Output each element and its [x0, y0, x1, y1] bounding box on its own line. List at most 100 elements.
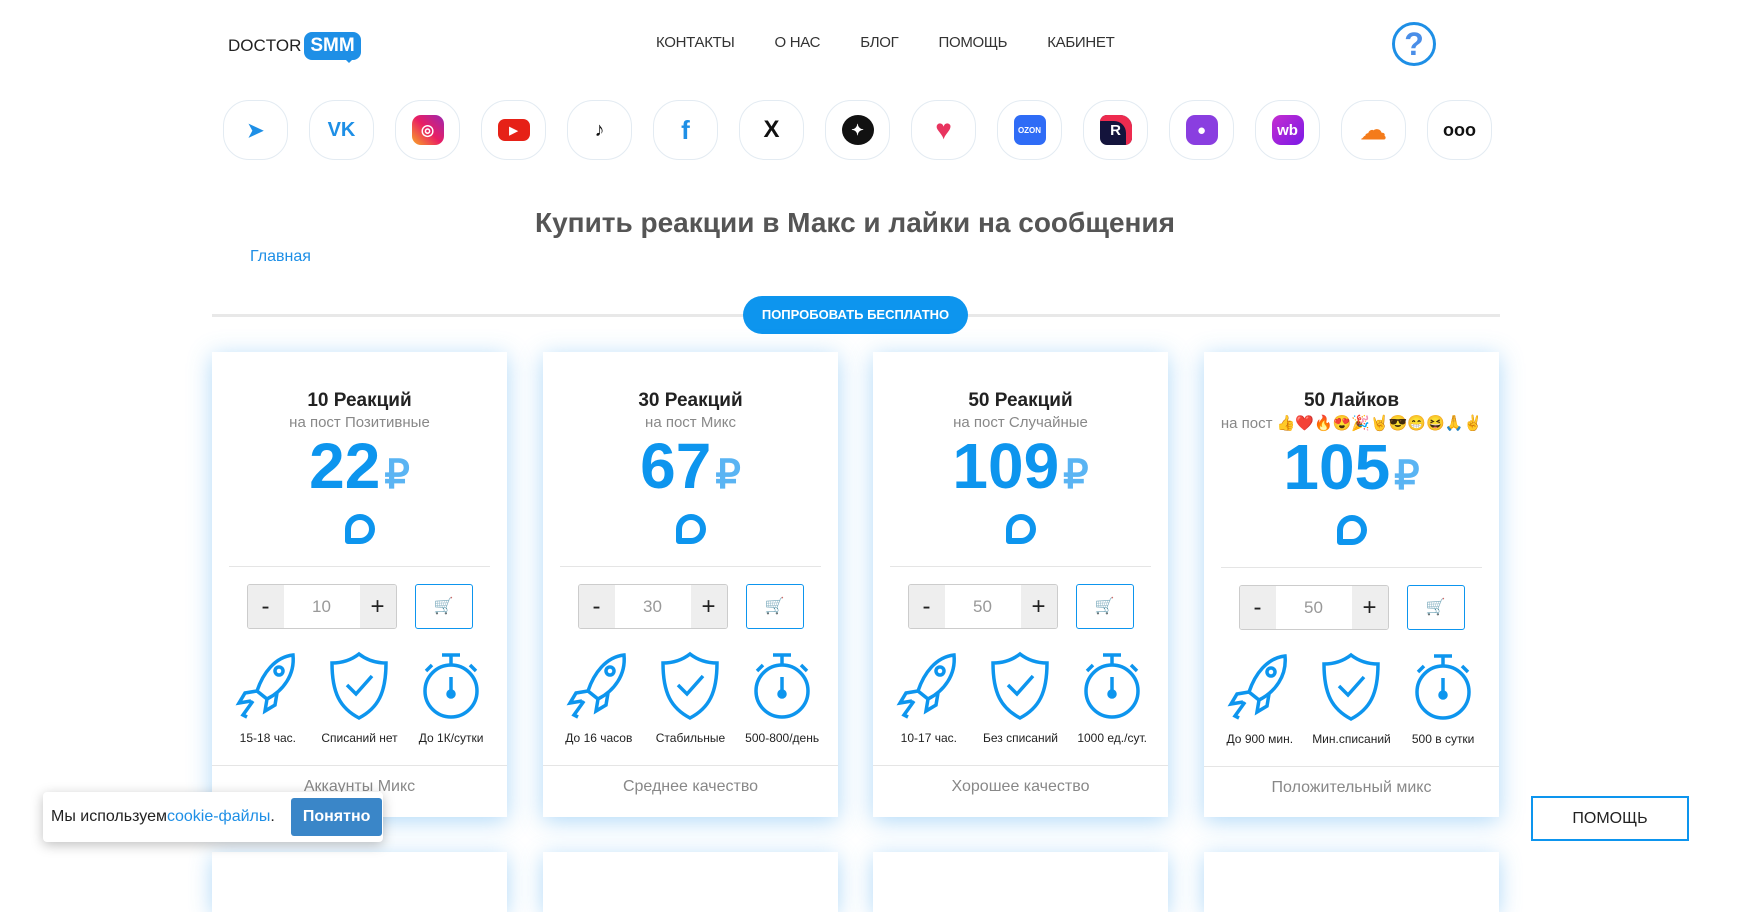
- currency: ₽: [1394, 454, 1420, 498]
- order-row: - 50 + 🛒: [873, 584, 1168, 629]
- feature: 1000 ед./сут.: [1067, 651, 1157, 745]
- shield-check-icon: [1306, 652, 1396, 722]
- max-messenger-icon: [675, 514, 706, 544]
- nav-about[interactable]: О НАС: [774, 34, 821, 51]
- youtube-icon[interactable]: ▶: [481, 100, 546, 160]
- quantity-input[interactable]: 50: [1304, 598, 1323, 617]
- more-icon[interactable]: ooo: [1427, 100, 1492, 160]
- feature: 10-17 час.: [884, 651, 974, 745]
- quantity-input[interactable]: 10: [312, 597, 331, 616]
- nav-help[interactable]: ПОМОЩЬ: [938, 34, 1008, 51]
- rutube-icon[interactable]: R: [1083, 100, 1148, 160]
- shield-check-icon: [645, 651, 735, 721]
- cookie-accept-button[interactable]: Понятно: [290, 798, 383, 836]
- card-title: 50 Реакций: [968, 390, 1073, 411]
- rocket-icon: [554, 651, 644, 721]
- feature-label: Стабильные: [655, 731, 726, 745]
- dzen-icon[interactable]: ✦: [825, 100, 890, 160]
- cookie-dot: .: [270, 808, 275, 825]
- soundcloud-icon[interactable]: ☁: [1341, 100, 1406, 160]
- feature: Без списаний: [975, 651, 1065, 745]
- card-price: 67 ₽: [543, 433, 838, 508]
- feature: До 1К/сутки: [406, 651, 496, 745]
- telegram-icon[interactable]: ➤: [223, 100, 288, 160]
- feature-label: Без списаний: [982, 731, 1058, 745]
- card-footer: Аккаунты Микс: [303, 778, 416, 795]
- ozon-icon[interactable]: OZON: [997, 100, 1062, 160]
- feature-label: До 1К/сутки: [418, 731, 484, 745]
- divider: [890, 566, 1151, 567]
- feature-label: 500 в сутки: [1411, 732, 1475, 746]
- cookie-banner: Мы используем cookie-файлы. Понятно: [43, 792, 383, 842]
- stopwatch-icon: [1067, 651, 1157, 721]
- logo[interactable]: DOCTOR SMM: [228, 32, 361, 63]
- page-title: Купить реакции в Макс и лайки на сообщен…: [535, 207, 1175, 238]
- feature-label: До 900 мин.: [1226, 732, 1294, 746]
- decrease-button[interactable]: -: [578, 585, 615, 628]
- decrease-button[interactable]: -: [247, 585, 284, 628]
- price-value: 67: [640, 430, 712, 502]
- nav-cabinet[interactable]: КАБИНЕТ: [1047, 34, 1115, 51]
- currency: ₽: [715, 453, 741, 497]
- features: 10-17 час. Без списаний 1000 ед./сут.: [873, 651, 1168, 745]
- shield-check-icon: [975, 651, 1065, 721]
- order-row: - 50 + 🛒: [1204, 585, 1499, 630]
- stopwatch-icon: [737, 651, 827, 721]
- pricing-card: 50 Реакций на пост Случайные 109 ₽ - 50 +…: [873, 352, 1168, 817]
- card-placeholder: [543, 852, 838, 912]
- quantity-input[interactable]: 30: [643, 597, 662, 616]
- social-networks: ➤ VK ◎ ▶ ♪ f X ✦ ♥ OZON R ● wb ☁ ooo: [223, 100, 1492, 160]
- logo-text: DOCTOR: [228, 36, 302, 55]
- pricing-card: 30 Реакций на пост Микс 67 ₽ - 30 + 🛒 До …: [543, 352, 838, 817]
- shield-check-icon: [314, 651, 404, 721]
- likee-icon[interactable]: ♥: [911, 100, 976, 160]
- increase-button[interactable]: +: [1351, 586, 1388, 629]
- increase-button[interactable]: +: [1020, 585, 1057, 628]
- vk-icon[interactable]: VK: [309, 100, 374, 160]
- quantity-input[interactable]: 50: [973, 597, 992, 616]
- try-free-button[interactable]: ПОПРОБОВАТЬ БЕСПЛАТНО: [743, 296, 968, 334]
- cookie-text: Мы используем: [51, 808, 167, 825]
- feature-label: Мин.списаний: [1312, 732, 1391, 746]
- feature: До 16 часов: [554, 651, 644, 745]
- breadcrumb-home[interactable]: Главная: [250, 248, 311, 265]
- add-to-cart-button[interactable]: 🛒: [745, 584, 804, 629]
- instagram-icon[interactable]: ◎: [395, 100, 460, 160]
- help-button[interactable]: ПОМОЩЬ: [1531, 796, 1689, 841]
- feature: Мин.списаний: [1306, 652, 1396, 746]
- cart-icon: 🛒: [1425, 599, 1446, 616]
- decrease-button[interactable]: -: [908, 585, 945, 628]
- max-messenger-icon: [1005, 514, 1036, 544]
- feature: 15-18 час.: [223, 651, 313, 745]
- feature-label: Списаний нет: [321, 731, 398, 745]
- quantity-stepper: - 10 +: [246, 584, 397, 629]
- increase-button[interactable]: +: [359, 585, 396, 628]
- cart-icon: 🛒: [1094, 598, 1115, 615]
- feature-label: 15-18 час.: [239, 731, 296, 745]
- features: До 16 часов Стабильные 500-800/день: [543, 651, 838, 745]
- question-circle-icon[interactable]: ?: [1392, 22, 1436, 66]
- card-placeholder: [873, 852, 1168, 912]
- cookie-link[interactable]: cookie-файлы: [166, 808, 271, 825]
- divider: [1204, 766, 1499, 767]
- wildberries-icon[interactable]: wb: [1255, 100, 1320, 160]
- decrease-button[interactable]: -: [1239, 586, 1276, 629]
- card-subtitle: на пост Случайные: [953, 414, 1088, 431]
- quantity-stepper: - 50 +: [907, 584, 1058, 629]
- facebook-icon[interactable]: f: [653, 100, 718, 160]
- nav-blog[interactable]: БЛОГ: [860, 34, 899, 51]
- add-to-cart-button[interactable]: 🛒: [1406, 585, 1465, 630]
- feature: Списаний нет: [314, 651, 404, 745]
- add-to-cart-button[interactable]: 🛒: [414, 584, 473, 629]
- increase-button[interactable]: +: [690, 585, 727, 628]
- tiktok-icon[interactable]: ♪: [567, 100, 632, 160]
- card-placeholder: [1204, 852, 1499, 912]
- feature-label: 10-17 час.: [900, 731, 957, 745]
- max-icon[interactable]: ●: [1169, 100, 1234, 160]
- nav-contacts[interactable]: КОНТАКТЫ: [656, 34, 735, 51]
- currency: ₽: [384, 453, 410, 497]
- x-icon[interactable]: X: [739, 100, 804, 160]
- order-row: - 10 + 🛒: [212, 584, 507, 629]
- add-to-cart-button[interactable]: 🛒: [1075, 584, 1134, 629]
- card-title: 30 Реакций: [638, 390, 743, 411]
